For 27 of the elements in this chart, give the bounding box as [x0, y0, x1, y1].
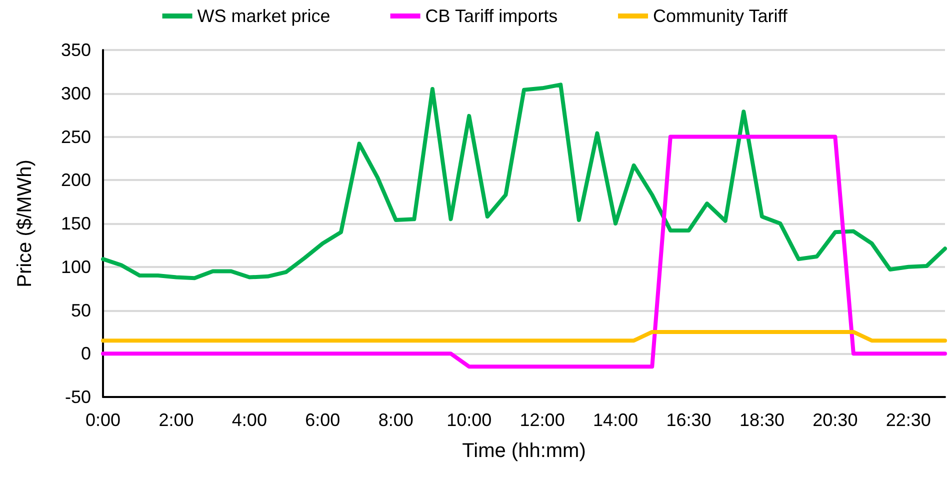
x-tick-label: 12:00 — [520, 410, 565, 430]
y-tick-label: -50 — [64, 387, 91, 407]
y-tick-label: 300 — [60, 83, 91, 104]
y-tick-label: 250 — [60, 126, 91, 147]
x-tick-label: 16:30 — [666, 410, 712, 430]
x-tick-label: 18:30 — [739, 410, 784, 430]
y-tick-label: 200 — [60, 170, 91, 190]
y-axis-title: Price ($/MWh) — [14, 160, 36, 288]
legend-label: CB Tariff imports — [425, 6, 558, 26]
legend-label: Community Tariff — [653, 6, 788, 26]
x-tick-label: 14:00 — [593, 410, 638, 430]
line-series — [101, 82, 947, 280]
x-tick-label: 2:00 — [158, 410, 194, 430]
x-tick-label: 4:00 — [232, 410, 267, 430]
x-tick-label: 20:30 — [812, 410, 858, 430]
legend-label: WS market price — [197, 6, 330, 26]
y-tick-label: 350 — [60, 40, 91, 60]
y-tick-label: 100 — [60, 256, 91, 277]
y-tick-label: 0 — [80, 344, 91, 364]
x-axis-title: Time (hh:mm) — [462, 440, 586, 462]
y-tick-label: 50 — [70, 300, 91, 320]
x-tick-label: 22:30 — [886, 410, 931, 430]
x-tick-label: 10:00 — [446, 410, 492, 430]
x-tick-label: 0:00 — [85, 410, 121, 430]
x-tick-label: 8:00 — [378, 410, 414, 430]
y-tick-label: 150 — [60, 214, 91, 234]
x-tick-label: 6:00 — [305, 410, 340, 430]
